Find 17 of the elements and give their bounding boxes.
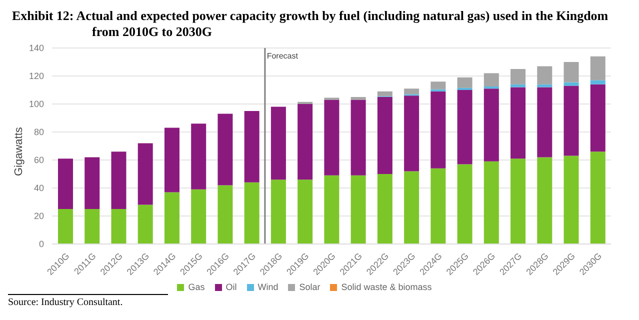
legend-label: Solid waste & biomass (341, 282, 432, 292)
ref-line-label: Forecast (266, 52, 299, 61)
legend-label: Wind (258, 282, 278, 292)
y-tick-label: 100 (28, 99, 44, 110)
legend-label: Oil (226, 282, 237, 292)
y-tick-label: 0 (38, 239, 44, 250)
chart-title: Exhibit 12: Actual and expected power capacity growth by fuel (including natural gas) used in the Kingdom from 2010G to 2030G (12, 8, 610, 40)
source-note: Source: Industry Consultant. (8, 297, 124, 308)
y-axis-title: Gigawatts (12, 126, 25, 176)
y-tick-label: 20 (34, 211, 44, 222)
y-tick-label: 80 (34, 127, 44, 138)
legend-label: Gas (188, 282, 205, 292)
y-tick-label: 40 (34, 183, 44, 194)
y-tick-label: 120 (28, 71, 44, 82)
legend-label: Solar (299, 282, 320, 292)
y-tick-label: 140 (28, 43, 44, 54)
y-tick-label: 60 (34, 155, 44, 166)
